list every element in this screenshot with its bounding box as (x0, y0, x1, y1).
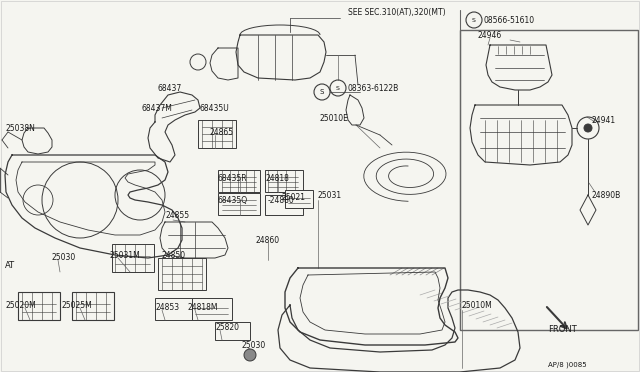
Text: 08566-51610: 08566-51610 (484, 16, 535, 25)
Text: 24941: 24941 (592, 115, 616, 125)
Text: 24946: 24946 (478, 31, 502, 39)
Text: 25010E: 25010E (320, 113, 349, 122)
Text: 24853: 24853 (155, 304, 179, 312)
Bar (158, 258, 206, 290)
Bar (18, 292, 60, 320)
Bar (460, 30, 638, 330)
Bar (198, 120, 236, 148)
Text: 25030: 25030 (242, 340, 266, 350)
Text: 68437: 68437 (158, 83, 182, 93)
Text: 24860: 24860 (255, 235, 279, 244)
Text: 25025M: 25025M (62, 301, 93, 310)
Bar (218, 170, 260, 192)
Text: S: S (472, 17, 476, 22)
Text: 24865: 24865 (210, 128, 234, 137)
Text: 08363-6122B: 08363-6122B (348, 83, 399, 93)
Bar (112, 244, 154, 272)
Text: 25021: 25021 (282, 192, 306, 202)
Text: 24850: 24850 (162, 250, 186, 260)
Bar (265, 170, 303, 192)
Text: SEE SEC.310(AT),320(MT): SEE SEC.310(AT),320(MT) (348, 7, 445, 16)
Circle shape (244, 349, 256, 361)
Bar (72, 292, 114, 320)
Text: 24855: 24855 (165, 211, 189, 219)
Text: AP/8 )0085: AP/8 )0085 (548, 362, 587, 368)
Text: 25030: 25030 (52, 253, 76, 263)
Bar (285, 190, 313, 208)
Text: 24890B: 24890B (592, 190, 621, 199)
Text: 25038N: 25038N (5, 124, 35, 132)
Text: S: S (336, 86, 340, 90)
Text: AT: AT (5, 260, 15, 269)
Bar (218, 193, 260, 215)
Bar (192, 298, 232, 320)
Text: S: S (320, 89, 324, 95)
Bar (215, 322, 250, 340)
Text: 68435Q: 68435Q (218, 196, 248, 205)
Text: 25031: 25031 (318, 190, 342, 199)
Text: 68435U: 68435U (200, 103, 230, 112)
Text: 24818: 24818 (266, 173, 290, 183)
Text: 25020M: 25020M (5, 301, 36, 310)
Text: FRONT: FRONT (548, 326, 577, 334)
Text: 25010M: 25010M (462, 301, 493, 310)
Text: 25031M: 25031M (110, 250, 141, 260)
Bar (265, 195, 303, 215)
Text: 68437M: 68437M (142, 103, 173, 112)
Bar (155, 298, 193, 320)
Text: 24818M: 24818M (188, 304, 218, 312)
Text: -24880: -24880 (268, 196, 295, 205)
Circle shape (584, 124, 592, 132)
Text: 68435R: 68435R (218, 173, 248, 183)
Text: 25820: 25820 (215, 324, 239, 333)
